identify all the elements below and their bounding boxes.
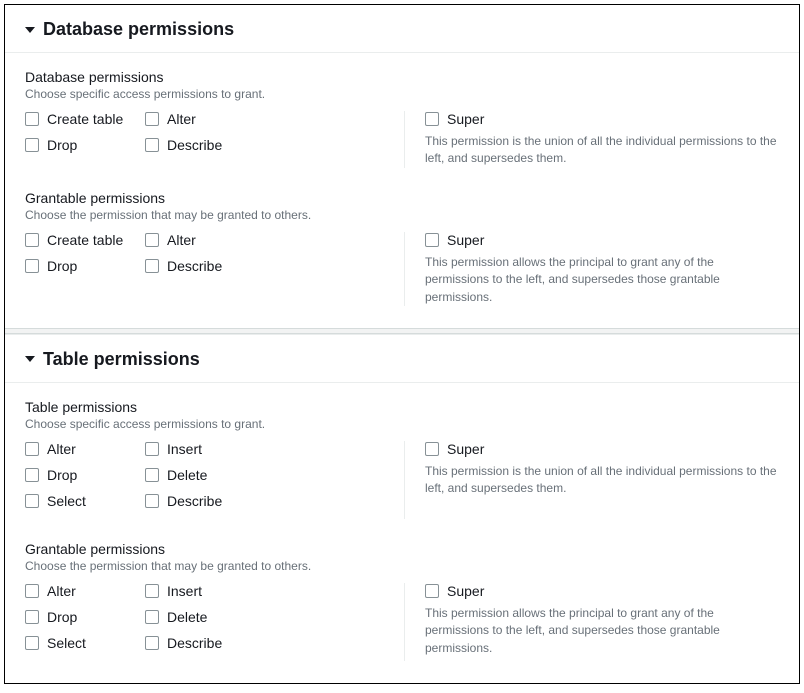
checkbox-icon[interactable]	[25, 138, 39, 152]
checkbox-select[interactable]: Select	[25, 635, 145, 651]
checkbox-create-table[interactable]: Create table	[25, 111, 145, 127]
checkbox-icon[interactable]	[25, 636, 39, 650]
checkbox-drop[interactable]: Drop	[25, 467, 145, 483]
checkbox-icon[interactable]	[25, 494, 39, 508]
checkbox-describe[interactable]: Describe	[145, 137, 265, 153]
checkbox-icon[interactable]	[425, 584, 439, 598]
checkbox-insert[interactable]: Insert	[145, 441, 265, 457]
permission-options: Create table Alter Drop Describe	[25, 111, 384, 163]
grantable-permissions-section: Grantable permissions Choose the permiss…	[25, 541, 779, 661]
panel-title: Database permissions	[43, 19, 234, 40]
grantable-permissions-section: Grantable permissions Choose the permiss…	[25, 190, 779, 306]
checkbox-icon[interactable]	[145, 610, 159, 624]
checkbox-drop[interactable]: Drop	[25, 258, 145, 274]
section-title: Grantable permissions	[25, 541, 779, 557]
checkbox-icon[interactable]	[145, 584, 159, 598]
checkbox-icon[interactable]	[25, 233, 39, 247]
section-description: Choose the permission that may be grante…	[25, 559, 779, 573]
checkbox-icon[interactable]	[25, 442, 39, 456]
checkbox-alter[interactable]: Alter	[25, 583, 145, 599]
checkbox-alter[interactable]: Alter	[25, 441, 145, 457]
database-permissions-panel: Database permissions Database permission…	[5, 5, 799, 328]
permission-options: Alter Insert Drop Delete Select Describe	[25, 441, 384, 519]
permissions-container: Database permissions Database permission…	[4, 4, 800, 684]
checkbox-icon[interactable]	[25, 112, 39, 126]
checkbox-alter[interactable]: Alter	[145, 111, 265, 127]
checkbox-icon[interactable]	[145, 442, 159, 456]
section-description: Choose specific access permissions to gr…	[25, 417, 779, 431]
section-title: Grantable permissions	[25, 190, 779, 206]
section-title: Database permissions	[25, 69, 779, 85]
checkbox-insert[interactable]: Insert	[145, 583, 265, 599]
checkbox-icon[interactable]	[145, 112, 159, 126]
table-permissions-panel: Table permissions Table permissions Choo…	[5, 334, 799, 683]
checkbox-super[interactable]: Super	[425, 583, 779, 599]
checkbox-select[interactable]: Select	[25, 493, 145, 509]
caret-down-icon[interactable]	[25, 27, 35, 33]
checkbox-icon[interactable]	[425, 442, 439, 456]
checkbox-icon[interactable]	[25, 259, 39, 273]
checkbox-create-table[interactable]: Create table	[25, 232, 145, 248]
section-description: Choose specific access permissions to gr…	[25, 87, 779, 101]
checkbox-super[interactable]: Super	[425, 111, 779, 127]
panel-body: Table permissions Choose specific access…	[5, 383, 799, 683]
checkbox-alter[interactable]: Alter	[145, 232, 265, 248]
super-description: This permission is the union of all the …	[425, 463, 779, 498]
checkbox-icon[interactable]	[25, 584, 39, 598]
super-description: This permission is the union of all the …	[425, 133, 779, 168]
checkbox-drop[interactable]: Drop	[25, 137, 145, 153]
section-description: Choose the permission that may be grante…	[25, 208, 779, 222]
checkbox-icon[interactable]	[145, 468, 159, 482]
checkbox-icon[interactable]	[25, 468, 39, 482]
panel-header[interactable]: Table permissions	[5, 335, 799, 383]
checkbox-icon[interactable]	[145, 494, 159, 508]
checkbox-icon[interactable]	[145, 233, 159, 247]
checkbox-delete[interactable]: Delete	[145, 609, 265, 625]
panel-title: Table permissions	[43, 349, 200, 370]
checkbox-super[interactable]: Super	[425, 232, 779, 248]
table-permissions-section: Table permissions Choose specific access…	[25, 399, 779, 519]
checkbox-super[interactable]: Super	[425, 441, 779, 457]
permission-options: Alter Insert Drop Delete Select Describe	[25, 583, 384, 661]
checkbox-icon[interactable]	[425, 233, 439, 247]
checkbox-describe[interactable]: Describe	[145, 635, 265, 651]
permission-options: Create table Alter Drop Describe	[25, 232, 384, 284]
checkbox-icon[interactable]	[145, 259, 159, 273]
checkbox-icon[interactable]	[425, 112, 439, 126]
checkbox-drop[interactable]: Drop	[25, 609, 145, 625]
caret-down-icon[interactable]	[25, 356, 35, 362]
super-description: This permission allows the principal to …	[425, 254, 779, 306]
panel-body: Database permissions Choose specific acc…	[5, 53, 799, 328]
database-permissions-section: Database permissions Choose specific acc…	[25, 69, 779, 168]
checkbox-delete[interactable]: Delete	[145, 467, 265, 483]
super-description: This permission allows the principal to …	[425, 605, 779, 657]
checkbox-icon[interactable]	[25, 610, 39, 624]
checkbox-icon[interactable]	[145, 138, 159, 152]
checkbox-describe[interactable]: Describe	[145, 258, 265, 274]
checkbox-describe[interactable]: Describe	[145, 493, 265, 509]
section-title: Table permissions	[25, 399, 779, 415]
panel-header[interactable]: Database permissions	[5, 5, 799, 53]
checkbox-icon[interactable]	[145, 636, 159, 650]
